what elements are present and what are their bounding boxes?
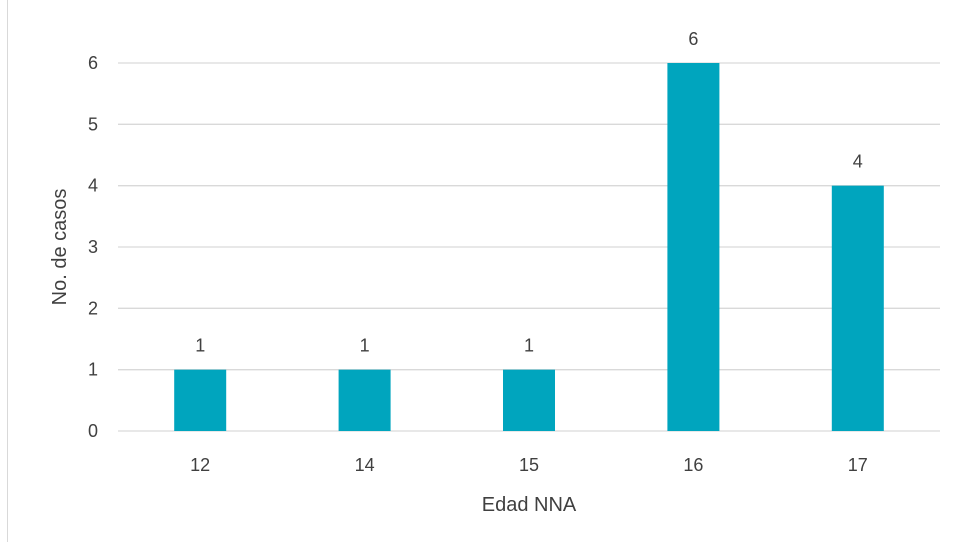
left-border-line (7, 0, 8, 542)
data-label: 1 (360, 336, 370, 356)
y-tick-label: 1 (88, 360, 98, 380)
x-tick-label: 15 (519, 455, 539, 475)
y-axis-ticks: 0 1 2 3 4 5 6 (88, 53, 98, 441)
x-tick-label: 12 (190, 455, 210, 475)
data-label: 1 (524, 336, 534, 356)
bar-15 (503, 369, 555, 431)
bar-16 (667, 63, 720, 431)
y-tick-label: 5 (88, 114, 98, 134)
x-axis-title: Edad NNA (482, 494, 577, 516)
y-tick-label: 6 (88, 53, 98, 73)
data-label: 1 (195, 336, 205, 356)
data-label: 4 (853, 152, 863, 172)
x-axis-ticks: 12 14 15 16 17 (190, 455, 868, 475)
y-tick-label: 2 (88, 298, 98, 318)
y-tick-label: 0 (88, 421, 98, 441)
y-tick-label: 4 (88, 176, 98, 196)
bar-14 (338, 369, 391, 431)
bar-17 (831, 185, 884, 431)
y-axis-title: No. de casos (49, 189, 71, 306)
bars (174, 63, 884, 431)
x-tick-label: 14 (355, 455, 375, 475)
y-tick-label: 3 (88, 237, 98, 257)
x-tick-label: 17 (848, 455, 868, 475)
x-tick-label: 16 (683, 455, 703, 475)
data-labels: 1 1 1 6 4 (195, 29, 863, 356)
data-label: 6 (688, 29, 698, 49)
bar-12 (174, 369, 227, 431)
gridlines (118, 62, 940, 432)
